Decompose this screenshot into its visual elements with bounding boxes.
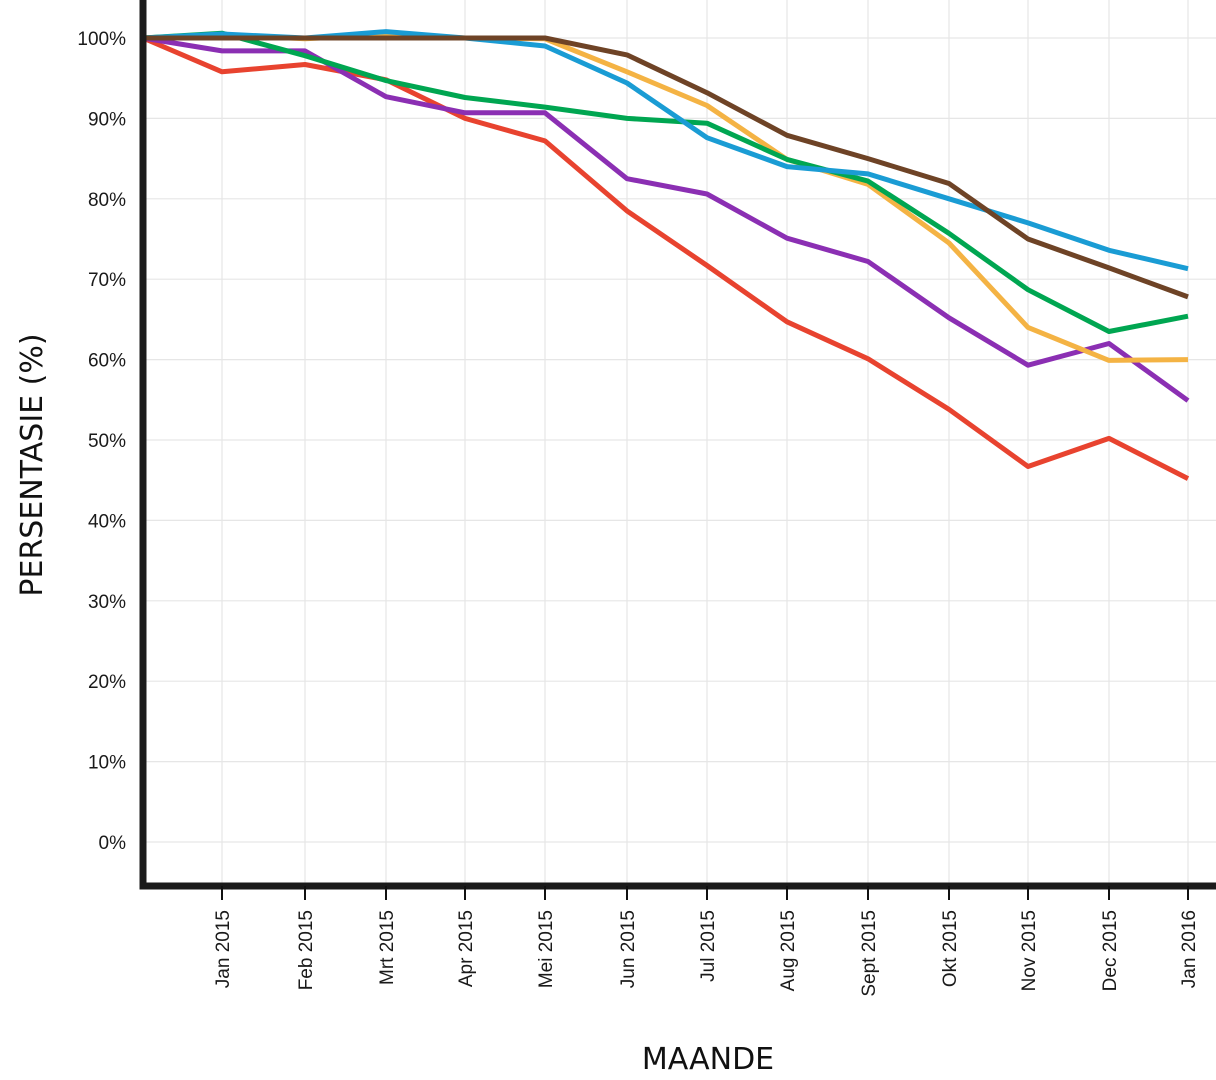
y-tick-label: 50% (88, 431, 126, 452)
series-lines (142, 29, 1190, 481)
y-tick-label: 80% (88, 190, 126, 211)
y-tick-labels: 0% 10% 20% 30% 40% 50% 60% 70% 80% 90% 100% (77, 29, 126, 854)
x-tick-label: Jan 2016 (1179, 910, 1200, 988)
series-line-4 (142, 30, 1189, 334)
series-line-6 (143, 35, 1189, 300)
y-tick-label: 10% (88, 753, 126, 774)
x-tick-label: Jul 2015 (698, 910, 719, 982)
x-tick-label: Nov 2015 (1019, 910, 1040, 991)
x-axis-title: MAANDE (642, 1042, 774, 1077)
y-tick-label: 40% (88, 511, 126, 532)
series-line-1 (142, 35, 1190, 481)
x-tick-label: Mei 2015 (536, 910, 557, 988)
x-tick-label: Jun 2015 (618, 910, 639, 988)
x-tick-label: Okt 2015 (940, 910, 961, 987)
x-tick-label: Feb 2015 (296, 910, 317, 990)
x-tick-label: Apr 2015 (456, 910, 477, 987)
grid (143, 0, 1216, 886)
x-tick-label: Sept 2015 (859, 910, 880, 997)
series-line-3 (142, 32, 1189, 363)
y-tick-label: 60% (88, 351, 126, 372)
y-tick-label: 100% (77, 29, 126, 50)
y-tick-label: 70% (88, 270, 126, 291)
y-tick-label: 0% (99, 833, 127, 854)
x-tick-labels: Jan 2015 Feb 2015 Mrt 2015 Apr 2015 Mei 2015… (213, 886, 1200, 997)
axes (139, 0, 1216, 890)
series-line-2 (142, 35, 1190, 403)
y-tick-label: 30% (88, 592, 126, 613)
x-tick-label: Mrt 2015 (377, 910, 398, 985)
x-tick-label: Jan 2015 (213, 910, 234, 988)
x-tick-label: Aug 2015 (778, 910, 799, 991)
x-tick-label: Dec 2015 (1100, 910, 1121, 991)
y-tick-label: 20% (88, 672, 126, 693)
y-axis-title: PERSENTASIE (%) (15, 333, 50, 596)
y-tick-label: 90% (88, 109, 126, 130)
